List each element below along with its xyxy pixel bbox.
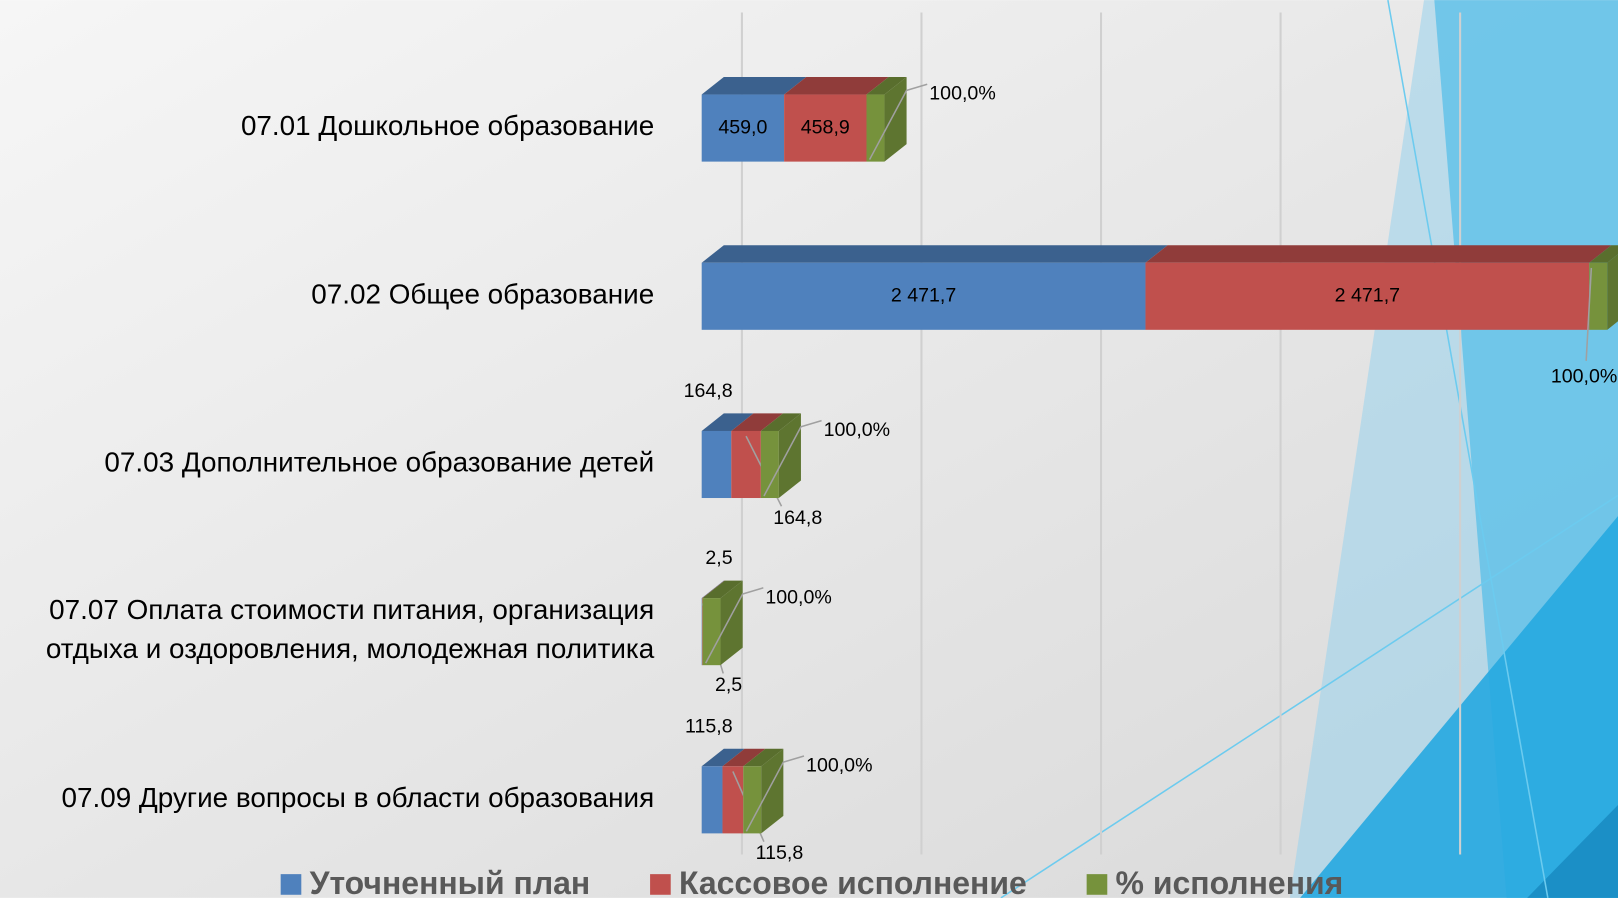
bar bbox=[701, 430, 732, 499]
bar-top bbox=[784, 77, 889, 95]
data-label: 100,0% bbox=[1551, 365, 1617, 387]
data-label: 115,8 bbox=[756, 842, 804, 864]
bar bbox=[701, 766, 723, 834]
data-label: 2 471,7 bbox=[1335, 284, 1400, 306]
legend-swatch bbox=[280, 874, 302, 895]
bar-top bbox=[702, 580, 743, 599]
bar bbox=[760, 430, 779, 499]
bar bbox=[702, 598, 721, 666]
legend-swatch bbox=[1086, 874, 1108, 895]
bar bbox=[1145, 262, 1590, 330]
legend-label: Уточненный план bbox=[310, 865, 591, 898]
bar-top bbox=[702, 580, 725, 599]
data-label: 164,8 bbox=[684, 380, 733, 402]
bar-top bbox=[701, 580, 725, 599]
bar bbox=[702, 598, 703, 666]
bar bbox=[731, 430, 761, 499]
data-label: 100,0% bbox=[765, 586, 831, 608]
leader-line bbox=[868, 83, 928, 160]
legend-label: Кассовое исполнение bbox=[679, 865, 1027, 898]
bar-top bbox=[701, 413, 754, 431]
data-label: 115,8 bbox=[685, 715, 733, 737]
bar-top bbox=[866, 77, 907, 95]
data-label: 459,0 bbox=[718, 116, 767, 138]
bar-top bbox=[722, 748, 766, 767]
legend-label: % исполнения bbox=[1116, 865, 1344, 898]
data-label: 100,0% bbox=[824, 419, 890, 441]
bar bbox=[701, 262, 1146, 330]
bar bbox=[1589, 262, 1608, 330]
bar-top bbox=[1589, 245, 1618, 263]
bar bbox=[784, 94, 867, 162]
bar-top bbox=[701, 245, 1168, 263]
bar bbox=[701, 598, 703, 666]
bar bbox=[866, 94, 885, 162]
data-label: 2 471,7 bbox=[891, 284, 956, 306]
bar-side bbox=[884, 77, 907, 162]
y-tick-label: 07.07 Оплата стоимости питания, организа… bbox=[46, 594, 655, 664]
leader-line bbox=[1585, 267, 1593, 361]
bar-top bbox=[760, 413, 801, 431]
data-label: 2,5 bbox=[715, 674, 742, 696]
data-label: 100,0% bbox=[806, 754, 872, 776]
bar-top bbox=[743, 748, 784, 767]
bar-side bbox=[778, 413, 801, 499]
data-label: 2,5 bbox=[705, 547, 732, 569]
decoration bbox=[1000, 0, 1618, 898]
bar-top bbox=[701, 77, 807, 95]
y-tick-label: 07.02 Общее образование bbox=[311, 279, 654, 310]
bar-side bbox=[720, 580, 743, 666]
bar bbox=[722, 766, 744, 834]
bar-side bbox=[761, 748, 784, 834]
data-label: 164,8 bbox=[773, 507, 822, 529]
leader-line bbox=[704, 587, 764, 664]
y-tick-label: 07.03 Дополнительное образование детей bbox=[104, 447, 654, 478]
bar bbox=[743, 766, 762, 834]
legend-swatch bbox=[650, 874, 671, 895]
leader-line bbox=[745, 755, 805, 832]
bar-top bbox=[701, 748, 745, 767]
bar-side bbox=[1607, 254, 1618, 330]
leader-line bbox=[763, 419, 822, 497]
data-label: 458,9 bbox=[801, 116, 850, 138]
bar bbox=[701, 94, 785, 162]
y-tick-label: 07.01 Дошкольное образование bbox=[241, 110, 654, 141]
bar-top bbox=[1145, 245, 1612, 263]
y-tick-label: 07.09 Другие вопросы в области образован… bbox=[61, 782, 654, 813]
data-label: 100,0% bbox=[929, 83, 995, 105]
bar-top bbox=[731, 413, 783, 431]
